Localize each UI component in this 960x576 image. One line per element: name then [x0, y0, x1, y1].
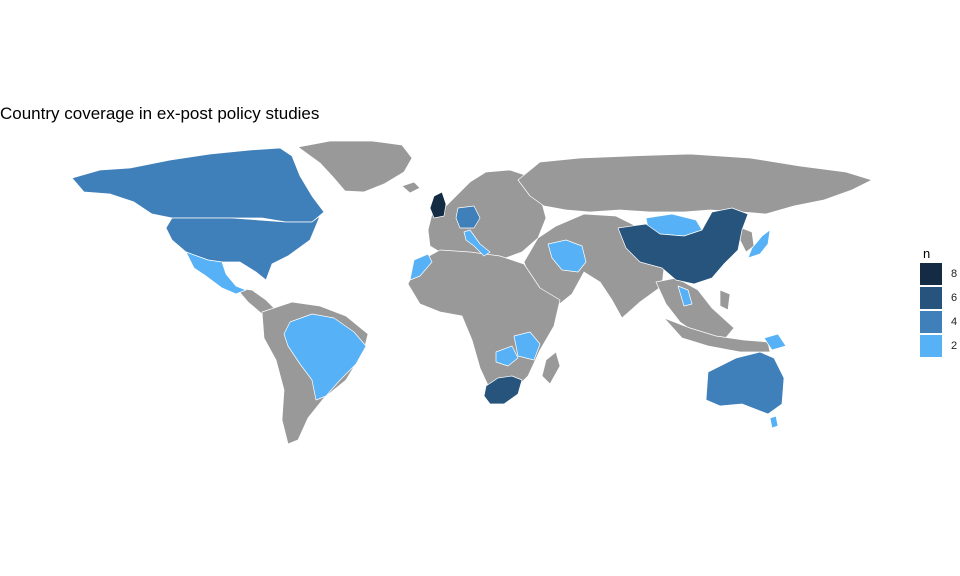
country-papua-new-guinea: [763, 333, 787, 351]
country-mexico: [185, 251, 247, 295]
map-title: Country coverage in ex-post policy studi…: [0, 104, 320, 123]
country-canada: [71, 147, 325, 223]
country-germany: [455, 205, 481, 229]
country-philippines: [719, 289, 731, 311]
legend-title: n: [923, 246, 931, 261]
legend-label: 8: [951, 267, 958, 280]
country-southeast-asia: [655, 277, 735, 341]
legend-label: 4: [951, 315, 958, 328]
legend-item: 6: [920, 286, 957, 309]
country-new-zealand: [769, 415, 779, 429]
country-japan: [747, 229, 771, 259]
country-russia: [517, 153, 873, 215]
legend: n 8 6 4 2: [920, 246, 957, 357]
legend-swatch: [920, 262, 942, 285]
legend-swatch: [920, 286, 942, 309]
country-united-kingdom: [429, 191, 447, 219]
country-vietnam: [677, 285, 693, 307]
country-morocco: [409, 253, 433, 281]
country-australia: [705, 351, 785, 415]
country-iceland: [401, 181, 421, 194]
country-south-africa: [483, 375, 523, 405]
legend-item: 4: [920, 310, 957, 333]
country-united-states: [165, 215, 321, 281]
legend-swatch: [920, 334, 942, 357]
legend-item: 8: [920, 262, 957, 285]
legend-item: 2: [920, 334, 957, 357]
legend-label: 6: [951, 291, 958, 304]
country-tanzania: [513, 331, 541, 361]
country-madagascar: [541, 351, 561, 385]
country-zambia: [495, 345, 519, 367]
country-brazil: [283, 313, 367, 401]
legend-swatch: [920, 310, 942, 333]
country-italy: [463, 229, 491, 257]
country-iran: [547, 239, 587, 273]
country-greenland: [297, 140, 413, 193]
country-indonesia: [663, 317, 771, 353]
country-china: [617, 207, 749, 285]
land-with-data: [71, 147, 787, 429]
country-africa: [407, 249, 561, 395]
legend-label: 2: [951, 339, 958, 352]
